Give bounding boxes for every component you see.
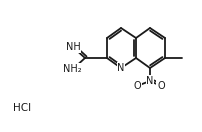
Text: HCl: HCl — [13, 103, 31, 113]
Text: O: O — [156, 81, 164, 91]
Text: N: N — [117, 63, 124, 73]
Text: O: O — [133, 81, 140, 91]
Text: N: N — [146, 76, 153, 86]
Text: NH: NH — [65, 42, 80, 52]
Text: NH₂: NH₂ — [62, 64, 81, 74]
